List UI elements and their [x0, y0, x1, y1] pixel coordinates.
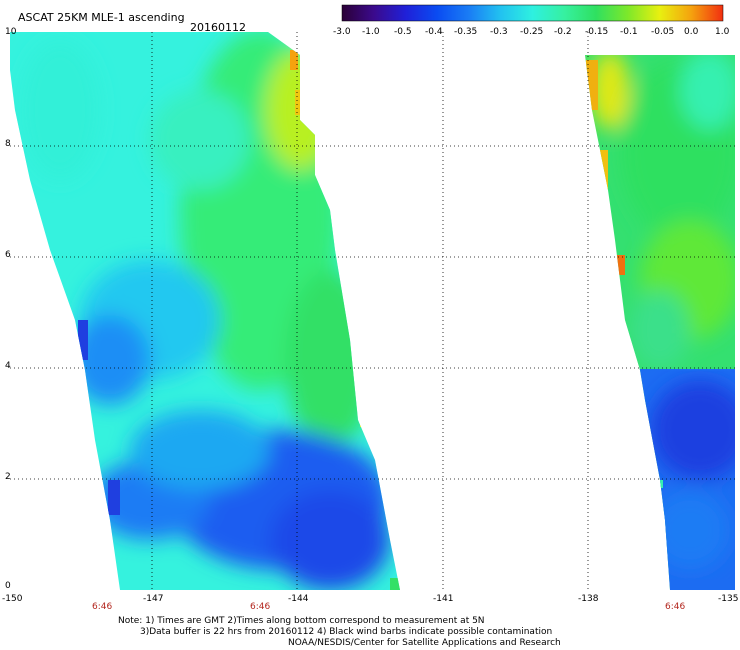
lon-label: -138 [578, 594, 599, 604]
lon-label: -147 [143, 594, 164, 604]
colorbar-label: -0.2 [554, 27, 572, 37]
time-label: 6:46 [92, 602, 113, 612]
footnote-line-1: Note: 1) Times are GMT 2)Times along bot… [118, 616, 485, 626]
lat-label: 8 [5, 139, 11, 149]
chart-title: ASCAT 25KM MLE-1 ascending [18, 11, 185, 24]
footnote-line-2: 3)Data buffer is 22 hrs from 20160112 4)… [140, 627, 553, 637]
colorbar-label: -0.3 [490, 27, 508, 37]
lat-label: 6 [5, 250, 11, 260]
lon-label: -150 [2, 594, 23, 604]
left-swath [10, 32, 400, 590]
colorbar [341, 4, 724, 22]
lon-label: -141 [433, 594, 454, 604]
time-label: 6:46 [250, 602, 271, 612]
colorbar-label: -3.0 [333, 27, 351, 37]
colorbar-label: -1.0 [362, 27, 380, 37]
colorbar-label: -0.15 [585, 27, 609, 37]
colorbar-label: 0.0 [684, 27, 699, 37]
footnote-line-3: NOAA/NESDIS/Center for Satellite Applica… [288, 638, 561, 648]
chart-date: 20160112 [190, 21, 246, 34]
colorbar-label: -0.4 [425, 27, 443, 37]
lon-label: -135 [718, 594, 739, 604]
colorbar-label: -0.1 [620, 27, 638, 37]
time-label: 6:46 [665, 602, 686, 612]
lat-lon-grid [10, 32, 735, 590]
lon-label: -144 [288, 594, 309, 604]
right-swath [585, 55, 735, 590]
colorbar-label: -0.05 [651, 27, 675, 37]
lat-label: 10 [5, 27, 17, 37]
colorbar-label: 1.0 [715, 27, 730, 37]
colorbar-label: -0.25 [520, 27, 544, 37]
lat-label: 4 [5, 361, 11, 371]
colorbar-label: -0.5 [394, 27, 412, 37]
lat-label: 0 [5, 581, 11, 591]
lat-label: 2 [5, 472, 11, 482]
colorbar-label: -0.35 [454, 27, 478, 37]
